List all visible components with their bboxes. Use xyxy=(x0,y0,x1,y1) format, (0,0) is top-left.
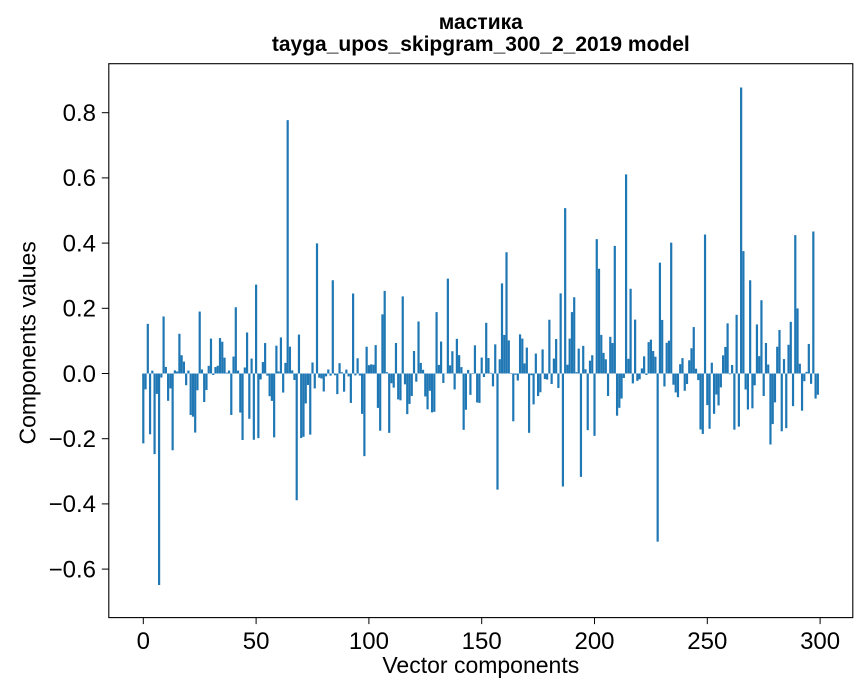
svg-text:−0.2: −0.2 xyxy=(49,426,96,453)
svg-text:250: 250 xyxy=(687,628,727,655)
svg-text:−0.4: −0.4 xyxy=(49,491,96,518)
svg-text:0.4: 0.4 xyxy=(63,230,96,257)
svg-text:0.6: 0.6 xyxy=(63,165,96,192)
svg-text:200: 200 xyxy=(574,628,614,655)
svg-text:50: 50 xyxy=(243,628,270,655)
svg-text:150: 150 xyxy=(462,628,502,655)
svg-text:−0.6: −0.6 xyxy=(49,556,96,583)
svg-text:0.2: 0.2 xyxy=(63,296,96,323)
svg-text:0.8: 0.8 xyxy=(63,100,96,127)
svg-text:100: 100 xyxy=(349,628,389,655)
svg-text:300: 300 xyxy=(800,628,840,655)
svg-text:0.0: 0.0 xyxy=(63,361,96,388)
svg-text:0: 0 xyxy=(137,628,150,655)
